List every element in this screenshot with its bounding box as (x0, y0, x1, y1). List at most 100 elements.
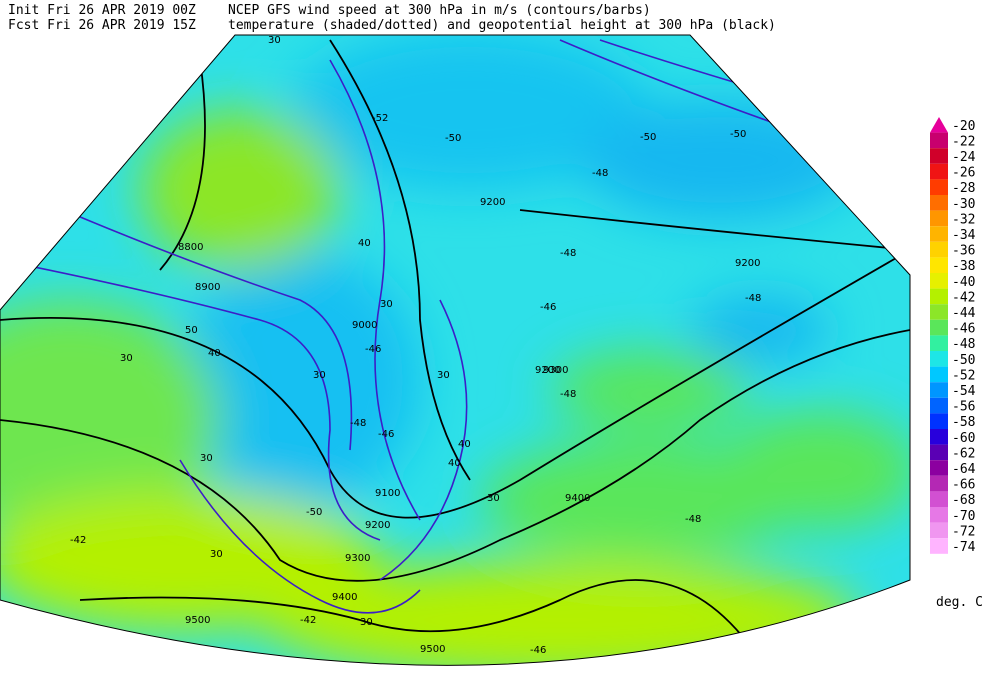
colorbar-swatch (930, 382, 948, 398)
colorbar-label: -54 (952, 384, 976, 399)
temp-label: -48 (592, 168, 608, 179)
temp-label: -46 (530, 645, 546, 656)
wind-label: 40 (458, 439, 471, 450)
wind-label: 30 (380, 299, 393, 310)
wind-label: 40 (208, 348, 221, 359)
colorbar-swatch (930, 179, 948, 195)
height-label: 9400 (565, 493, 590, 504)
colorbar-swatch (930, 351, 948, 367)
colorbar-label: -72 (952, 524, 975, 539)
init-time: Init Fri 26 APR 2019 00Z (8, 3, 196, 18)
colorbar-swatch (930, 257, 948, 273)
colorbar-label: -48 (952, 337, 975, 352)
colorbar-label: -66 (952, 478, 975, 493)
temp-label: -50 (445, 133, 461, 144)
colorbar-swatch (930, 507, 948, 523)
colorbar-swatch (930, 210, 948, 227)
height-label: 9000 (352, 320, 377, 331)
colorbar-swatch (930, 226, 948, 242)
colorbar-swatch (930, 335, 948, 351)
wind-label: 30 (487, 493, 500, 504)
temp-label: -50 (730, 129, 746, 140)
colorbar-label: -52 (952, 368, 975, 383)
colorbar-swatch (930, 522, 948, 539)
colorbar-swatch (930, 538, 948, 554)
colorbar-swatch (930, 132, 948, 149)
colorbar-swatch (930, 117, 948, 133)
colorbar-label: -58 (952, 415, 975, 430)
colorbar-label: -42 (952, 290, 975, 305)
wind-label: 30 (360, 617, 373, 628)
colorbar-label: -20 (952, 119, 975, 134)
height-label: 9300 (543, 365, 568, 376)
height-label: 9200 (365, 520, 390, 531)
colorbar-label: -70 (952, 509, 975, 524)
height-label: 9300 (345, 553, 370, 564)
temp-label: -46 (378, 429, 394, 440)
temp-label: -50 (640, 132, 656, 143)
wind-label: 30 (200, 453, 213, 464)
colorbar-label: -50 (952, 353, 975, 368)
colorbar-label: -68 (952, 493, 975, 508)
temp-label: -48 (685, 514, 701, 525)
colorbar-swatch (930, 304, 948, 320)
title-line-1: NCEP GFS wind speed at 300 hPa in m/s (c… (228, 3, 651, 18)
colorbar-label: -60 (952, 431, 975, 446)
height-label: 9200 (480, 197, 505, 208)
colorbar-swatch (930, 444, 948, 461)
temp-label: -46 (365, 344, 381, 355)
temp-label: -46 (540, 302, 556, 313)
colorbar-label: -44 (952, 306, 976, 321)
height-label: 9200 (735, 258, 760, 269)
colorbar-swatch (930, 475, 948, 492)
colorbar-swatch (930, 148, 948, 164)
height-label: 9200 (535, 365, 560, 376)
colorbar-label: -38 (952, 259, 975, 274)
colorbar-swatch (930, 460, 948, 476)
colorbar-label: -62 (952, 446, 975, 461)
colorbar-label: -46 (952, 322, 975, 337)
height-label: 8900 (195, 282, 220, 293)
colorbar-swatch (930, 163, 948, 180)
colorbar-swatch (930, 288, 948, 305)
temp-label: -42 (70, 535, 86, 546)
temp-label: -48 (745, 293, 761, 304)
height-label: 9100 (375, 488, 400, 499)
wind-label: 30 (210, 549, 223, 560)
wind-label: 40 (358, 238, 371, 249)
wind-label: 30 (313, 370, 326, 381)
colorbar-swatch (930, 429, 948, 445)
height-label: 9400 (332, 592, 357, 603)
colorbar-label: -40 (952, 275, 975, 290)
height-label: 9500 (420, 644, 445, 655)
colorbar-label: -64 (952, 462, 976, 477)
colorbar-label: -28 (952, 181, 975, 196)
colorbar-label: -36 (952, 244, 975, 259)
colorbar-swatch (930, 319, 948, 336)
colorbar-label: -26 (952, 166, 975, 181)
colorbar-label: -56 (952, 400, 975, 415)
colorbar-swatch (930, 397, 948, 414)
temp-label: -48 (350, 418, 366, 429)
colorbar-swatch (930, 413, 948, 429)
colorbar-label: -32 (952, 212, 975, 227)
title-line-2: temperature (shaded/dotted) and geopoten… (228, 18, 776, 33)
colorbar-unit: deg. C (936, 595, 983, 610)
colorbar-swatch (930, 241, 948, 258)
temp-label: -52 (372, 113, 388, 124)
colorbar-label: -34 (952, 228, 976, 243)
wind-label: 30 (437, 370, 450, 381)
temp-label: -48 (560, 389, 576, 400)
colorbar-label: -30 (952, 197, 975, 212)
wind-label: 50 (185, 325, 198, 336)
forecast-time: Fcst Fri 26 APR 2019 15Z (8, 18, 196, 33)
wind-label: 30 (268, 35, 281, 46)
colorbar-swatch (930, 366, 948, 383)
colorbar-label: -22 (952, 134, 975, 149)
temp-label: -48 (560, 248, 576, 259)
temp-label: -42 (300, 615, 316, 626)
colorbar-label: -24 (952, 150, 976, 165)
colorbar-label: -74 (952, 540, 976, 555)
